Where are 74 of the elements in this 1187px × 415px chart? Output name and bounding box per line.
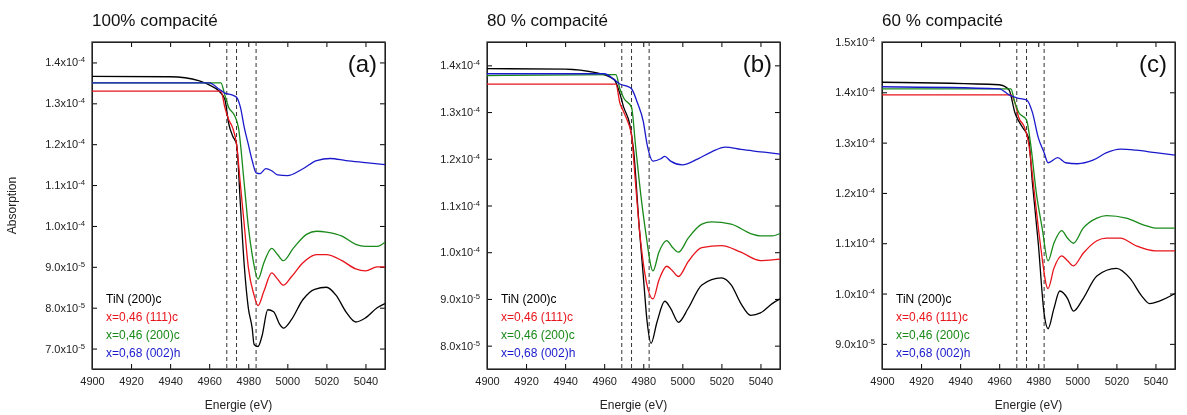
text: x=0,46 (111)c [896, 310, 968, 324]
x-tick-label: 5000 [670, 374, 696, 387]
y-tick-label: 1.3x10$^{-4}$ [835, 135, 876, 149]
x-tick-label: 4940 [948, 374, 973, 387]
line-series [881, 88, 1176, 262]
annotation: (c) [1139, 50, 1167, 77]
x-tick-label: 5000 [275, 374, 301, 387]
chart-title: 80 % compacité [487, 11, 608, 30]
x-axis-title: Energie (eV) [599, 398, 668, 412]
text: x=0,68 (002)h [106, 346, 181, 360]
y-tick-label: 1.3x10$^{-4}$ [440, 104, 481, 119]
line-series [91, 82, 386, 177]
text: x=0,68 (002)h [896, 346, 971, 360]
y-tick-label: 9.0x10$^{-5}$ [440, 291, 480, 305]
text: x=0,46 (200)c [896, 328, 970, 342]
line-series [881, 94, 1176, 290]
x-tick-label: 5040 [748, 374, 774, 387]
x-tick-label: 4920 [514, 374, 539, 387]
text: x=0,68 (002)h [501, 346, 576, 360]
line-series [881, 86, 1176, 165]
x-tick-label: 4980 [236, 374, 262, 387]
x-tick-label: 4960 [987, 374, 1012, 387]
x-tick-label: 5020 [1104, 374, 1130, 387]
text: TiN (200)c [896, 292, 952, 306]
y-tick-label: 1.0x10$^{-4}$ [835, 286, 876, 300]
x-tick-label: 4920 [909, 374, 934, 387]
x-tick-label: 4900 [870, 374, 895, 387]
y-tick-label: 9.0x10$^{-5}$ [835, 336, 875, 350]
x-axis-title: Energie (eV) [204, 398, 273, 412]
x-tick-label: 4920 [119, 374, 144, 387]
line-series [91, 90, 386, 307]
y-tick-label: 1.1x10$^{-4}$ [45, 177, 86, 192]
y-tick-label: 1.1x10$^{-4}$ [835, 235, 876, 250]
x-tick-label: 4980 [1026, 374, 1052, 387]
x-tick-label: 4900 [475, 374, 500, 387]
x-tick-label: 5000 [1065, 374, 1091, 387]
y-tick-label: 1.5x10$^{-4}$ [835, 34, 876, 49]
annotation: (b) [742, 50, 772, 77]
y-tick-label: 1.0x10$^{-4}$ [45, 218, 86, 232]
x-tick-label: 4940 [158, 374, 183, 387]
x-tick-label: 4940 [553, 374, 578, 387]
x-tick-label: 4960 [197, 374, 222, 387]
x-tick-label: 4980 [631, 374, 657, 387]
x-tick-label: 4900 [80, 374, 105, 387]
x-tick-label: 5040 [1143, 374, 1169, 387]
x-tick-label: 5020 [709, 374, 735, 387]
y-tick-label: 1.2x10$^{-4}$ [835, 185, 876, 199]
y-tick-label: 1.4x10$^{-4}$ [45, 54, 86, 69]
y-tick-label: 1.4x10$^{-4}$ [835, 84, 876, 99]
y-tick-label: 8.0x10$^{-5}$ [45, 300, 85, 314]
text: TiN (200)c [501, 292, 557, 306]
x-axis-title: Energie (eV) [994, 398, 1063, 412]
x-tick-label: 4960 [592, 374, 617, 387]
y-tick-label: 9.0x10$^{-5}$ [45, 259, 85, 273]
y-axis-title: Absorption [5, 176, 19, 235]
line-series [91, 75, 386, 348]
x-tick-label: 5040 [353, 374, 379, 387]
y-tick-label: 1.4x10$^{-4}$ [440, 57, 481, 72]
chart-title: 60 % compacité [882, 11, 1003, 30]
text: x=0,46 (111)c [501, 310, 573, 324]
y-tick-label: 7.0x10$^{-5}$ [45, 341, 85, 355]
text: x=0,46 (200)c [106, 328, 180, 342]
text: x=0,46 (200)c [501, 328, 575, 342]
y-tick-label: 1.2x10$^{-4}$ [440, 151, 481, 165]
y-tick-label: 1.2x10$^{-4}$ [45, 136, 86, 151]
text: x=0,46 (111)c [106, 310, 178, 324]
x-tick-label: 5020 [314, 374, 340, 387]
y-tick-label: 1.3x10$^{-4}$ [45, 95, 86, 110]
chart-title: 100% compacité [92, 11, 218, 30]
y-tick-label: 8.0x10$^{-5}$ [440, 338, 480, 352]
y-tick-label: 1.1x10$^{-4}$ [440, 198, 481, 212]
y-tick-label: 1.0x10$^{-4}$ [440, 244, 481, 259]
annotation: (a) [347, 50, 377, 77]
text: TiN (200)c [106, 292, 162, 306]
